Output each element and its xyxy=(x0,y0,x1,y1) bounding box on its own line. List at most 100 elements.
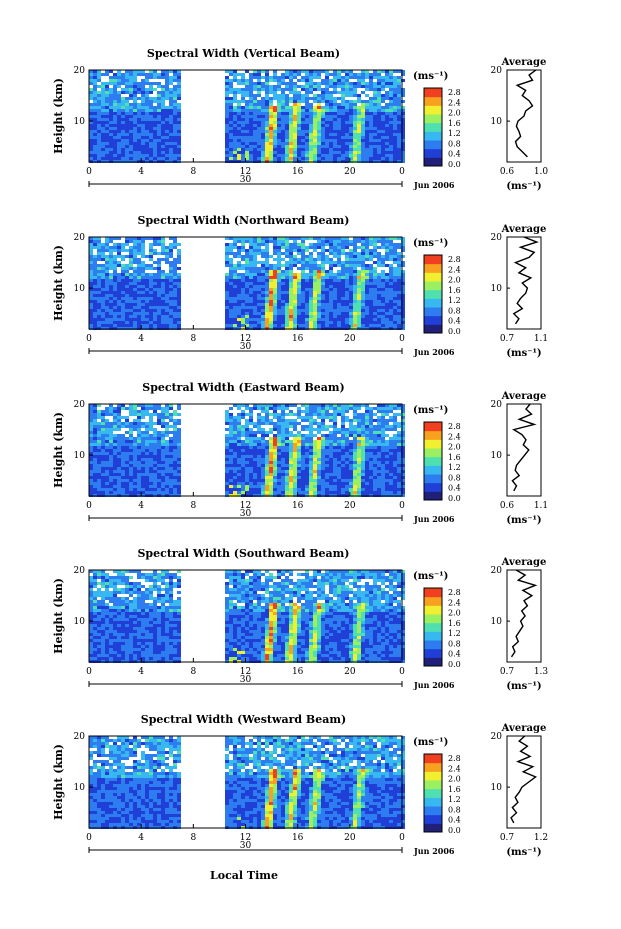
x-tick-label: 12 xyxy=(240,167,251,177)
colorbar-unit: (ms⁻¹) xyxy=(413,737,448,748)
average-x-tick-label: 0.6 xyxy=(500,501,515,511)
colorbar-tick-label: 2.8 xyxy=(448,754,461,763)
y-tick-label: 20 xyxy=(74,400,86,410)
y-tick-label: 20 xyxy=(74,233,86,243)
colorbar-swatch xyxy=(424,157,442,167)
average-title: Average xyxy=(501,57,547,68)
average-x-tick-label: 1.2 xyxy=(534,833,548,843)
colorbar-tick-label: 2.4 xyxy=(448,764,461,773)
colorbar-tick-label: 2.4 xyxy=(448,265,461,274)
x-tick-label: 8 xyxy=(190,334,196,344)
colorbar-swatch xyxy=(424,806,442,816)
colorbar-frame xyxy=(423,87,443,167)
average-line xyxy=(510,735,538,824)
x-tick-label: 12 xyxy=(240,833,251,843)
colorbar-swatch xyxy=(424,114,442,124)
colorbar-tick-label: 2.0 xyxy=(448,276,461,285)
x-tick-label: 4 xyxy=(138,667,144,677)
day-label: 30 xyxy=(240,175,252,185)
x-tick-label: 8 xyxy=(190,501,196,511)
colorbar-swatch xyxy=(424,491,442,501)
x-tick-label: 20 xyxy=(344,833,356,843)
average-frame xyxy=(506,735,542,829)
panel-title: Spectral Width (Southward Beam) xyxy=(137,547,349,560)
average-title: Average xyxy=(501,723,547,734)
x-tick-label: 12 xyxy=(240,501,251,511)
average-line xyxy=(512,236,539,325)
date-label: Jun 2006 xyxy=(413,846,455,856)
panel-3: Spectral Width (Eastward Beam) 0 4 8 12 16 20 0… xyxy=(52,381,548,526)
colorbar-swatch xyxy=(424,456,442,466)
average-x-label: (ms⁻¹) xyxy=(506,681,541,692)
colorbar-swatch xyxy=(424,448,442,458)
colorbar-tick-label: 0.8 xyxy=(448,639,461,648)
panel-title: Spectral Width (Westward Beam) xyxy=(141,713,346,726)
colorbar-tick-label: 2.8 xyxy=(448,588,461,597)
colorbar-unit: (ms⁻¹) xyxy=(413,238,448,249)
colorbar-tick-label: 2.4 xyxy=(448,598,461,607)
colorbar-swatch xyxy=(424,439,442,449)
colorbar-tick-label: 2.0 xyxy=(448,775,461,784)
average-title: Average xyxy=(501,224,547,235)
colorbar-tick-label: 1.2 xyxy=(448,463,461,472)
colorbar-tick-label: 0.0 xyxy=(448,660,461,669)
panel-title: Spectral Width (Eastward Beam) xyxy=(142,381,344,394)
colorbar-swatch xyxy=(424,605,442,615)
colorbar-swatch xyxy=(424,307,442,317)
colorbar-swatch xyxy=(424,648,442,658)
colorbar-swatch xyxy=(424,482,442,492)
colorbar-tick-label: 0.8 xyxy=(448,805,461,814)
colorbar-swatch xyxy=(424,797,442,807)
x-tick-label: 0 xyxy=(86,167,92,177)
x-tick-label: 20 xyxy=(344,667,356,677)
date-label: Jun 2006 xyxy=(413,180,455,190)
colorbar-swatch xyxy=(424,298,442,308)
average-x-label: (ms⁻¹) xyxy=(506,348,541,359)
colorbar-swatch xyxy=(424,814,442,824)
colorbar-tick-label: 0.4 xyxy=(448,317,461,326)
colorbar-swatch xyxy=(424,780,442,790)
colorbar-tick-label: 2.8 xyxy=(448,88,461,97)
colorbar-swatch xyxy=(424,96,442,106)
average-frame xyxy=(506,236,542,330)
average-x-tick-label: 0.6 xyxy=(500,167,515,177)
colorbar-tick-label: 0.4 xyxy=(448,816,461,825)
colorbar-swatch xyxy=(424,105,442,115)
colorbar-unit: (ms⁻¹) xyxy=(413,71,448,82)
average-x-label: (ms⁻¹) xyxy=(506,847,541,858)
colorbar-swatch xyxy=(424,596,442,606)
average-x-tick-label: 1.1 xyxy=(534,501,548,511)
colorbar-swatch xyxy=(424,474,442,484)
panel-1: Spectral Width (Vertical Beam) 0 4 8 12 16 20 0… xyxy=(52,47,548,192)
y-axis-label: Height (km) xyxy=(52,744,65,820)
average-y-tick-label: 20 xyxy=(491,233,503,243)
x-tick-label: 16 xyxy=(292,667,304,677)
average-y-tick-label: 20 xyxy=(491,566,503,576)
colorbar-tick-label: 0.0 xyxy=(448,826,461,835)
average-line xyxy=(514,69,537,158)
colorbar-tick-label: 2.4 xyxy=(448,432,461,441)
colorbar-swatch xyxy=(424,422,442,432)
average-x-tick-label: 1.0 xyxy=(534,167,549,177)
colorbar-tick-label: 2.0 xyxy=(448,443,461,452)
day-label: 30 xyxy=(240,841,252,851)
average-y-tick-label: 20 xyxy=(491,66,503,76)
x-tick-label: 12 xyxy=(240,667,251,677)
colorbar-swatch xyxy=(424,754,442,764)
colorbar-unit: (ms⁻¹) xyxy=(413,405,448,416)
colorbar-tick-label: 2.8 xyxy=(448,422,461,431)
average-x-tick-label: 0.7 xyxy=(500,833,515,843)
y-tick-label: 10 xyxy=(74,617,86,627)
colorbar-tick-label: 2.0 xyxy=(448,109,461,118)
colorbar-tick-label: 1.6 xyxy=(448,619,461,628)
colorbar-swatch xyxy=(424,88,442,98)
heatmap-cells xyxy=(89,237,405,330)
x-tick-label: 0 xyxy=(86,501,92,511)
colorbar-tick-label: 1.6 xyxy=(448,785,461,794)
x-tick-label: 4 xyxy=(138,833,144,843)
average-y-tick-label: 10 xyxy=(491,783,503,793)
y-tick-label: 10 xyxy=(74,783,86,793)
date-label: Jun 2006 xyxy=(413,680,455,690)
panel-title: Spectral Width (Vertical Beam) xyxy=(147,47,340,60)
